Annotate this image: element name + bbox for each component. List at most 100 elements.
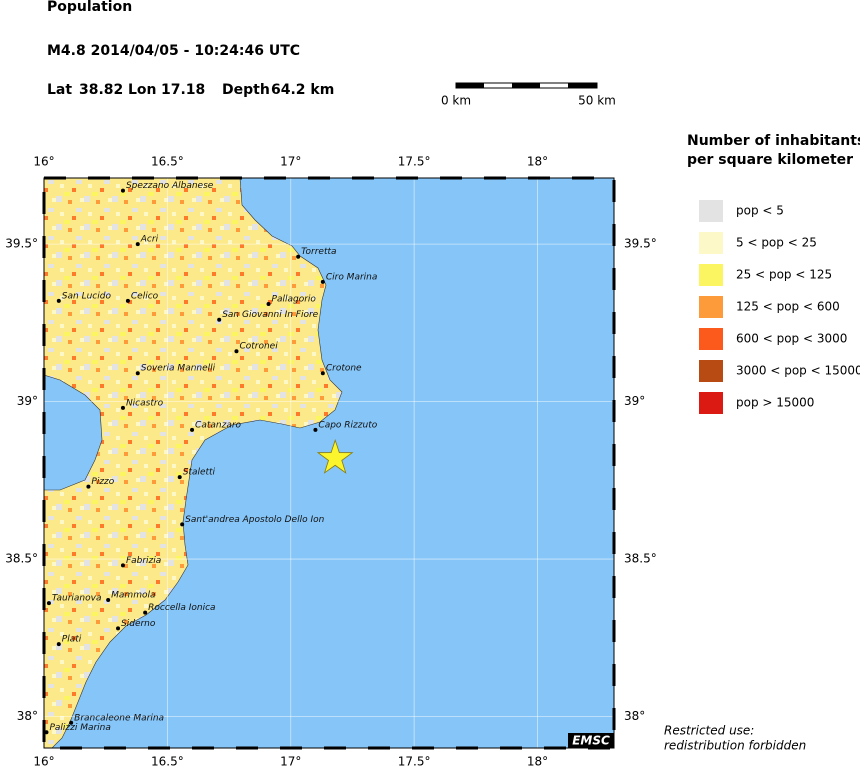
notice: redistribution forbidden bbox=[664, 739, 806, 753]
city-label: Fabrizia bbox=[126, 556, 161, 566]
legend-label: pop > 15000 bbox=[736, 396, 814, 410]
lon-tick-label: 17° bbox=[280, 155, 301, 169]
city-dot bbox=[120, 405, 125, 410]
lon-value: 17.18 bbox=[161, 82, 205, 98]
legend-label: pop < 5 bbox=[736, 204, 784, 218]
legend-title: per square kilometer bbox=[687, 152, 853, 168]
legend-swatch bbox=[699, 392, 723, 414]
notice: Restricted use: bbox=[664, 724, 754, 738]
legend-label: 125 < pop < 600 bbox=[736, 300, 840, 314]
city-label: San Lucido bbox=[62, 291, 112, 301]
badge-bg bbox=[568, 733, 614, 748]
city-label: Cotronei bbox=[239, 342, 278, 352]
city-label: Palizzi Marina bbox=[49, 723, 110, 733]
legend-title: Number of inhabitants bbox=[687, 133, 860, 149]
city-dot bbox=[143, 610, 148, 615]
grid bbox=[43, 178, 614, 748]
lat-tick-label: 38° bbox=[17, 709, 38, 723]
scale-end: 50 km bbox=[578, 94, 616, 108]
lat-tick-label: 39° bbox=[624, 394, 645, 408]
legend-swatch bbox=[699, 360, 723, 382]
lat-value: 38.82 bbox=[79, 82, 123, 98]
lon-tick-label: 16.5° bbox=[151, 155, 184, 169]
city-dot bbox=[106, 597, 111, 602]
lon-label: Lon bbox=[128, 82, 157, 98]
lon-tick-label: 17° bbox=[280, 755, 301, 769]
lon-tick-label: 18° bbox=[527, 755, 548, 769]
city-label: Torretta bbox=[301, 247, 336, 257]
scale-start: 0 km bbox=[441, 94, 471, 108]
city-dot bbox=[266, 301, 271, 306]
lat-tick-label: 39° bbox=[17, 394, 38, 408]
city-label: Crotone bbox=[326, 364, 362, 374]
city-dot bbox=[135, 371, 140, 376]
lon-tick-label: 17.5° bbox=[398, 155, 431, 169]
city-dot bbox=[120, 563, 125, 568]
city-label: Soveria Mannelli bbox=[141, 364, 216, 374]
legend-label: 600 < pop < 3000 bbox=[736, 332, 847, 346]
city-label: Taurianova bbox=[52, 594, 102, 604]
city-label: Pizzo bbox=[91, 477, 114, 487]
depth-value: 64.2 km bbox=[271, 82, 334, 98]
city-label: Capo Rizzuto bbox=[318, 420, 377, 430]
depth-label: Depth bbox=[222, 82, 270, 98]
badge: EMSC bbox=[572, 734, 610, 748]
legend-label: 3000 < pop < 15000 bbox=[736, 364, 860, 378]
cities: Spezzano Albanese Acri Torretta Ciro Marina… bbox=[44, 181, 378, 735]
city-dot bbox=[116, 626, 121, 631]
scale-bar bbox=[455, 82, 598, 89]
city-label: Siderno bbox=[121, 619, 156, 629]
city-label: Pallagorio bbox=[272, 294, 317, 304]
lat-tick-label: 38.5° bbox=[5, 552, 38, 566]
city-dot bbox=[180, 522, 185, 527]
city-label: Staletti bbox=[183, 468, 216, 478]
legend-swatch bbox=[699, 296, 723, 318]
epicenter bbox=[316, 439, 354, 474]
city-dot bbox=[86, 484, 91, 489]
city-label: Acri bbox=[140, 235, 159, 245]
city-dot bbox=[56, 642, 61, 647]
frame-inner bbox=[43, 177, 615, 749]
city-dot bbox=[56, 298, 61, 303]
city-label: Ciro Marina bbox=[326, 272, 378, 282]
city-label: Roccella Ionica bbox=[148, 603, 215, 613]
city-label: Nicastro bbox=[126, 398, 164, 408]
lat-tick-label: 39.5° bbox=[5, 237, 38, 251]
city-dot bbox=[125, 298, 130, 303]
lat-label: Lat bbox=[47, 82, 72, 98]
legend-swatch bbox=[699, 232, 723, 254]
city-label: Spezzano Albanese bbox=[126, 181, 214, 191]
legend-label: 5 < pop < 25 bbox=[736, 236, 817, 250]
lon-tick-label: 17.5° bbox=[398, 755, 431, 769]
title: Population bbox=[47, 0, 132, 15]
city-dot bbox=[120, 188, 125, 193]
city-label: Mammola bbox=[111, 590, 155, 600]
legend-swatch bbox=[699, 200, 723, 222]
city-dot bbox=[135, 242, 140, 247]
city-label: Plati bbox=[62, 635, 82, 645]
event: M4.8 2014/04/05 - 10:24:46 UTC bbox=[47, 43, 300, 59]
lon-tick-label: 16° bbox=[33, 755, 54, 769]
city-dot bbox=[44, 730, 49, 735]
legend: pop < 5 5 < pop < 25 25 < pop < 125 125 < p… bbox=[699, 200, 860, 414]
city-dot bbox=[190, 427, 195, 432]
city-label: Brancaleone Marina bbox=[74, 713, 164, 723]
city-dot bbox=[217, 317, 222, 322]
lat-tick-label: 38° bbox=[624, 709, 645, 723]
city-label: Celico bbox=[131, 291, 159, 301]
city-dot bbox=[296, 254, 301, 259]
city-dot bbox=[313, 427, 318, 432]
city-label: Catanzaro bbox=[195, 420, 241, 430]
legend-swatch bbox=[699, 328, 723, 350]
lat-tick-label: 39.5° bbox=[624, 237, 657, 251]
lon-tick-label: 18° bbox=[527, 155, 548, 169]
legend-label: 25 < pop < 125 bbox=[736, 268, 832, 282]
city-dot bbox=[46, 601, 51, 606]
city-dot bbox=[320, 371, 325, 376]
city-label: San Giovanni In Fiore bbox=[222, 310, 318, 320]
lon-tick-label: 16.5° bbox=[151, 755, 184, 769]
city-dot bbox=[320, 279, 325, 284]
city-dot bbox=[177, 475, 182, 480]
city-dot bbox=[234, 349, 239, 354]
